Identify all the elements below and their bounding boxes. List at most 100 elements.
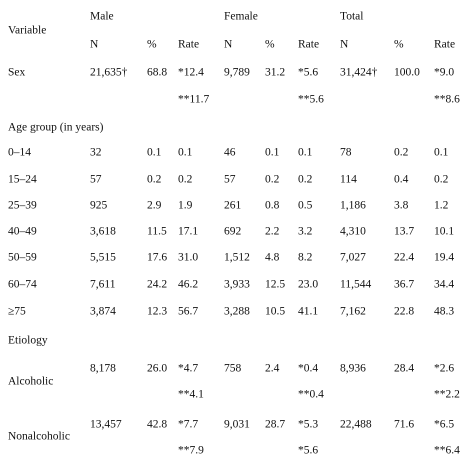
cell: 114 xyxy=(340,174,357,186)
cell: 2.2 xyxy=(265,226,280,238)
row-label: Nonalcoholic xyxy=(8,431,70,443)
cell: 758 xyxy=(224,363,242,375)
cell: 2.9 xyxy=(147,200,162,212)
cell: 32 xyxy=(90,147,102,159)
header-column: N xyxy=(340,39,349,51)
header-column: % xyxy=(147,39,157,51)
row-label: Sex xyxy=(8,67,26,79)
cell: 10.5 xyxy=(265,306,285,318)
cell: *2.6 xyxy=(434,363,454,375)
cell: 22.4 xyxy=(394,252,414,264)
cell: 42.8 xyxy=(147,419,167,431)
cell: 2.4 xyxy=(265,363,280,375)
cell: *0.4 xyxy=(298,363,318,375)
cell: 34.4 xyxy=(434,279,454,291)
cell: 13,457 xyxy=(90,419,122,431)
cell: 261 xyxy=(224,200,242,212)
cell: 31.0 xyxy=(178,252,198,264)
cell: 3,874 xyxy=(90,306,116,318)
cell: 46 xyxy=(224,147,236,159)
cell: 41.1 xyxy=(298,306,318,318)
cell: 3.8 xyxy=(394,200,409,212)
cell: 0.5 xyxy=(298,200,313,212)
cell: 1,186 xyxy=(340,200,366,212)
cell: 24.2 xyxy=(147,279,167,291)
cell: 31,424† xyxy=(340,67,378,79)
cell-rate-2: **4.1 xyxy=(178,389,204,401)
cell: 0.2 xyxy=(394,147,409,159)
cell: 7,611 xyxy=(90,279,116,291)
header-column: % xyxy=(394,39,404,51)
cell: *5.6 xyxy=(298,67,318,79)
cell: *7.7 xyxy=(178,419,198,431)
cell: 17.1 xyxy=(178,226,198,238)
cell: 57 xyxy=(90,174,102,186)
cell: 3.2 xyxy=(298,226,313,238)
cell: 3,933 xyxy=(224,279,250,291)
cell: 0.1 xyxy=(298,147,313,159)
cell: 17.6 xyxy=(147,252,167,264)
header-column: N xyxy=(224,39,233,51)
cell: 7,027 xyxy=(340,252,366,264)
row-label: 0–14 xyxy=(8,147,31,159)
cell: 21,635† xyxy=(90,67,128,79)
cell: 46.2 xyxy=(178,279,198,291)
cell-rate-2: **6.4 xyxy=(434,445,460,457)
cell: 10.1 xyxy=(434,226,454,238)
cell: *6.5 xyxy=(434,419,454,431)
cell: *12.4 xyxy=(178,67,204,79)
row-label: 15–24 xyxy=(8,174,37,186)
cell-rate-2: **11.7 xyxy=(178,94,209,106)
cell-rate-2: **2.2 xyxy=(434,389,460,401)
row-label: 60–74 xyxy=(8,279,37,291)
cell: 11.5 xyxy=(147,226,167,238)
cell: 0.4 xyxy=(394,174,409,186)
cell-rate-2: **8.6 xyxy=(434,94,460,106)
header-column: Rate xyxy=(434,39,455,51)
cell: 31.2 xyxy=(265,67,285,79)
cell: 925 xyxy=(90,200,108,212)
cell: 0.2 xyxy=(434,174,449,186)
section-label: Etiology xyxy=(8,335,48,347)
cell: 0.2 xyxy=(178,174,193,186)
header-column: % xyxy=(265,39,275,51)
header-group: Female xyxy=(224,11,258,23)
row-label: 40–49 xyxy=(8,226,37,238)
cell: 71.6 xyxy=(394,419,414,431)
cell: 0.1 xyxy=(434,147,449,159)
cell: 0.2 xyxy=(265,174,280,186)
cell: 78 xyxy=(340,147,352,159)
cell: 692 xyxy=(224,226,242,238)
cell: *4.7 xyxy=(178,363,198,375)
header-column: Rate xyxy=(298,39,319,51)
header-group: Total xyxy=(340,11,363,23)
cell: 11,544 xyxy=(340,279,371,291)
cell: 22,488 xyxy=(340,419,372,431)
row-label: ≥75 xyxy=(8,306,26,318)
cell: 36.7 xyxy=(394,279,414,291)
cell: 1.9 xyxy=(178,200,193,212)
cell: 0.2 xyxy=(147,174,162,186)
cell: 68.8 xyxy=(147,67,167,79)
cell: 1,512 xyxy=(224,252,250,264)
cell: 12.3 xyxy=(147,306,167,318)
cell: 28.4 xyxy=(394,363,414,375)
cell: 13.7 xyxy=(394,226,414,238)
cell: 19.4 xyxy=(434,252,454,264)
cell: 23.0 xyxy=(298,279,318,291)
header-column: N xyxy=(90,39,99,51)
cell: *5.3 xyxy=(298,419,318,431)
cell: 0.1 xyxy=(178,147,193,159)
cell: 8.2 xyxy=(298,252,313,264)
row-label: 25–39 xyxy=(8,200,37,212)
cell: 8,178 xyxy=(90,363,116,375)
cell: 7,162 xyxy=(340,306,366,318)
cell: 3,288 xyxy=(224,306,250,318)
cell: 28.7 xyxy=(265,419,285,431)
cell-rate-2: **5.6 xyxy=(298,94,324,106)
cell-rate-2: **7.9 xyxy=(178,445,204,457)
cell: 0.1 xyxy=(265,147,280,159)
cell: 48.3 xyxy=(434,306,454,318)
row-label: Alcoholic xyxy=(8,376,53,388)
